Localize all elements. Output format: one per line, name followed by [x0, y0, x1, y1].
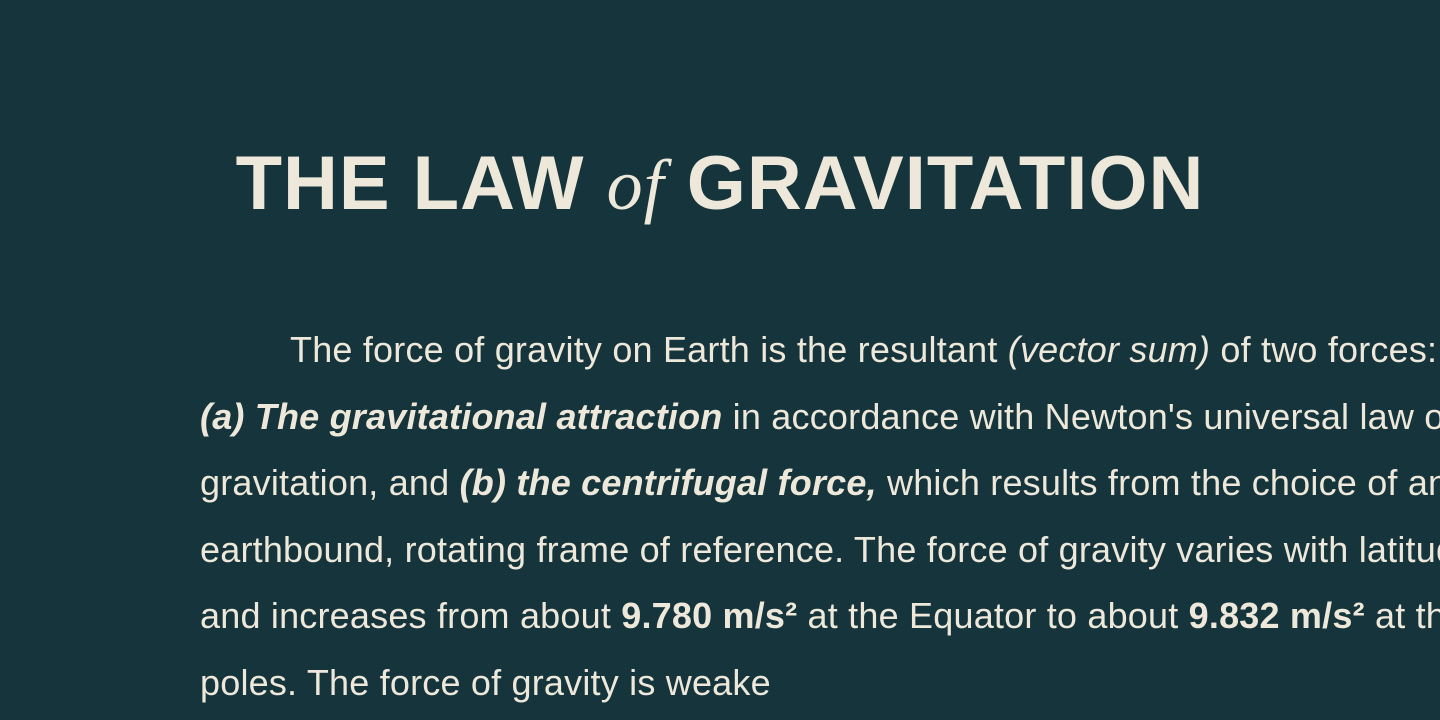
vector-sum: (vector sum)	[1008, 329, 1210, 370]
page-title: THE LAW of GRAVITATION	[0, 140, 1440, 227]
equator-value: 9.780 m/s²	[621, 595, 797, 636]
title-part2: GRAVITATION	[687, 141, 1205, 226]
point-a: (a) The gravitational attraction	[200, 396, 722, 437]
title-of: of	[607, 145, 665, 225]
body-t5: at the Equator to about	[797, 595, 1188, 636]
body-t2: of two forces:	[1210, 329, 1437, 370]
body-t1: The force of gravity on Earth is the res…	[290, 329, 1008, 370]
title-part1: THE LAW	[236, 141, 585, 226]
body-paragraph: The force of gravity on Earth is the res…	[0, 317, 1440, 717]
poles-value: 9.832 m/s²	[1189, 595, 1365, 636]
point-b: (b) the centrifugal force,	[460, 462, 877, 503]
